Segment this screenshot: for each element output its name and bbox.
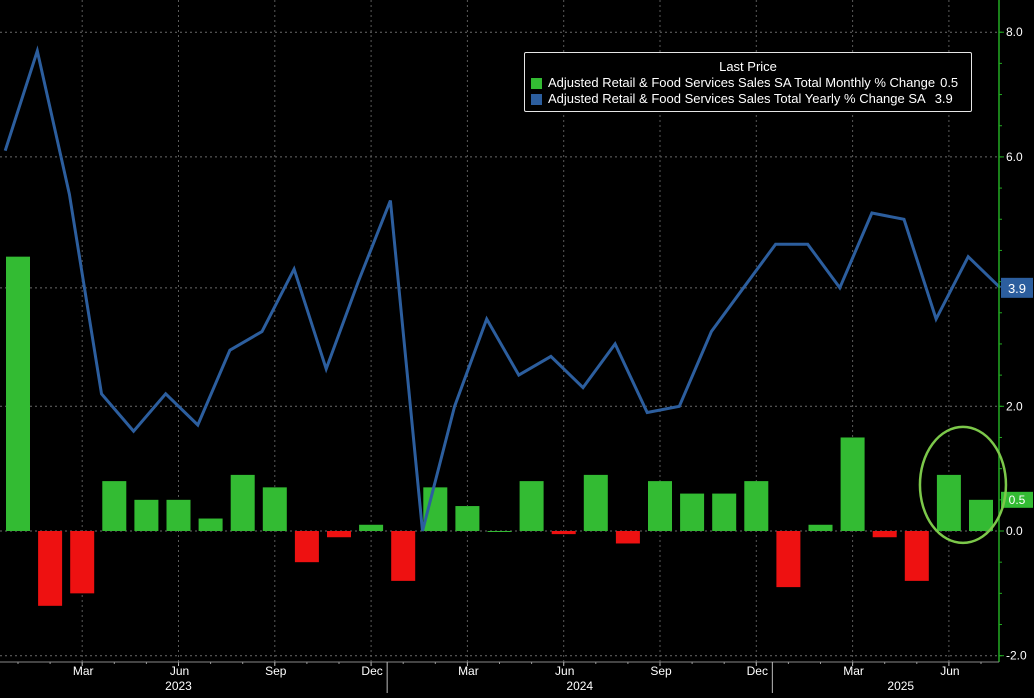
monthly-bar bbox=[198, 518, 223, 531]
legend-swatch-yearly bbox=[531, 93, 542, 105]
x-month-label: Sep bbox=[265, 664, 287, 678]
monthly-bar bbox=[262, 487, 287, 531]
monthly-bar bbox=[648, 481, 672, 531]
monthly-bar bbox=[166, 499, 191, 531]
monthly-bar bbox=[6, 256, 30, 531]
x-month-label: Dec bbox=[747, 664, 768, 678]
highlight-ellipse bbox=[918, 425, 1008, 545]
monthly-bar bbox=[70, 531, 95, 594]
monthly-bar bbox=[583, 474, 608, 531]
x-year-label: 2024 bbox=[566, 679, 593, 693]
monthly-bar bbox=[102, 481, 127, 531]
monthly-bar bbox=[38, 531, 63, 606]
y-tick-label: 2.0 bbox=[1006, 399, 1023, 413]
monthly-bar bbox=[904, 531, 929, 581]
annotations bbox=[918, 425, 1008, 545]
monthly-bar bbox=[327, 531, 351, 538]
legend-entry-monthly: Adjusted Retail & Food Services Sales SA… bbox=[525, 75, 971, 91]
legend-entry-yearly: Adjusted Retail & Food Services Sales To… bbox=[525, 91, 971, 107]
last-value-text-monthly: 0.5 bbox=[1009, 493, 1026, 507]
y-tick-label: -2.0 bbox=[1006, 649, 1027, 663]
monthly-bar bbox=[519, 481, 544, 531]
monthly-bar bbox=[969, 499, 993, 531]
monthly-bar bbox=[936, 474, 961, 531]
monthly-bar bbox=[776, 531, 801, 588]
x-month-label: Jun bbox=[170, 664, 189, 678]
y-tick-label: 0.0 bbox=[1006, 524, 1023, 538]
x-year-label: 2025 bbox=[887, 679, 914, 693]
monthly-bar bbox=[230, 474, 255, 531]
x-month-label: Mar bbox=[843, 664, 864, 678]
monthly-bar bbox=[680, 493, 705, 531]
monthly-bar bbox=[551, 531, 576, 535]
legend-label-monthly: Adjusted Retail & Food Services Sales SA… bbox=[548, 75, 936, 90]
yearly-line bbox=[3, 45, 1002, 532]
monthly-bar bbox=[134, 499, 159, 531]
monthly-bar bbox=[294, 531, 319, 563]
x-month-label: Mar bbox=[73, 664, 94, 678]
monthly-bar bbox=[487, 531, 512, 532]
y-tick-label: 8.0 bbox=[1006, 25, 1023, 39]
monthly-bar bbox=[615, 531, 640, 544]
last-value-tag-monthly bbox=[1001, 491, 1033, 508]
legend: Last Price Adjusted Retail & Food Servic… bbox=[524, 52, 972, 112]
monthly-bar bbox=[391, 531, 416, 581]
monthly-bar bbox=[840, 437, 865, 531]
legend-title: Last Price bbox=[719, 59, 777, 74]
last-value-text-yearly: 3.9 bbox=[1008, 281, 1026, 296]
x-month-label: Jun bbox=[555, 664, 574, 678]
legend-swatch-monthly bbox=[531, 77, 542, 89]
monthly-bar bbox=[808, 524, 833, 531]
monthly-bar bbox=[744, 481, 769, 531]
y-tick-label: 6.0 bbox=[1006, 150, 1023, 164]
x-month-label: Dec bbox=[361, 664, 382, 678]
monthly-bar bbox=[359, 524, 384, 531]
x-month-label: Jun bbox=[940, 664, 959, 678]
monthly-bars bbox=[6, 256, 993, 606]
yearly-line-path bbox=[3, 45, 1002, 532]
x-month-label: Sep bbox=[650, 664, 672, 678]
monthly-bar bbox=[455, 506, 480, 531]
last-value-tag-yearly bbox=[1001, 277, 1033, 298]
x-month-label: Mar bbox=[458, 664, 479, 678]
legend-last-yearly: 3.9 bbox=[934, 91, 953, 106]
x-year-label: 2023 bbox=[165, 679, 192, 693]
monthly-bar bbox=[872, 531, 897, 538]
monthly-bar bbox=[712, 493, 737, 531]
legend-last-monthly: 0.5 bbox=[940, 75, 959, 90]
legend-label-yearly: Adjusted Retail & Food Services Sales To… bbox=[548, 91, 926, 106]
